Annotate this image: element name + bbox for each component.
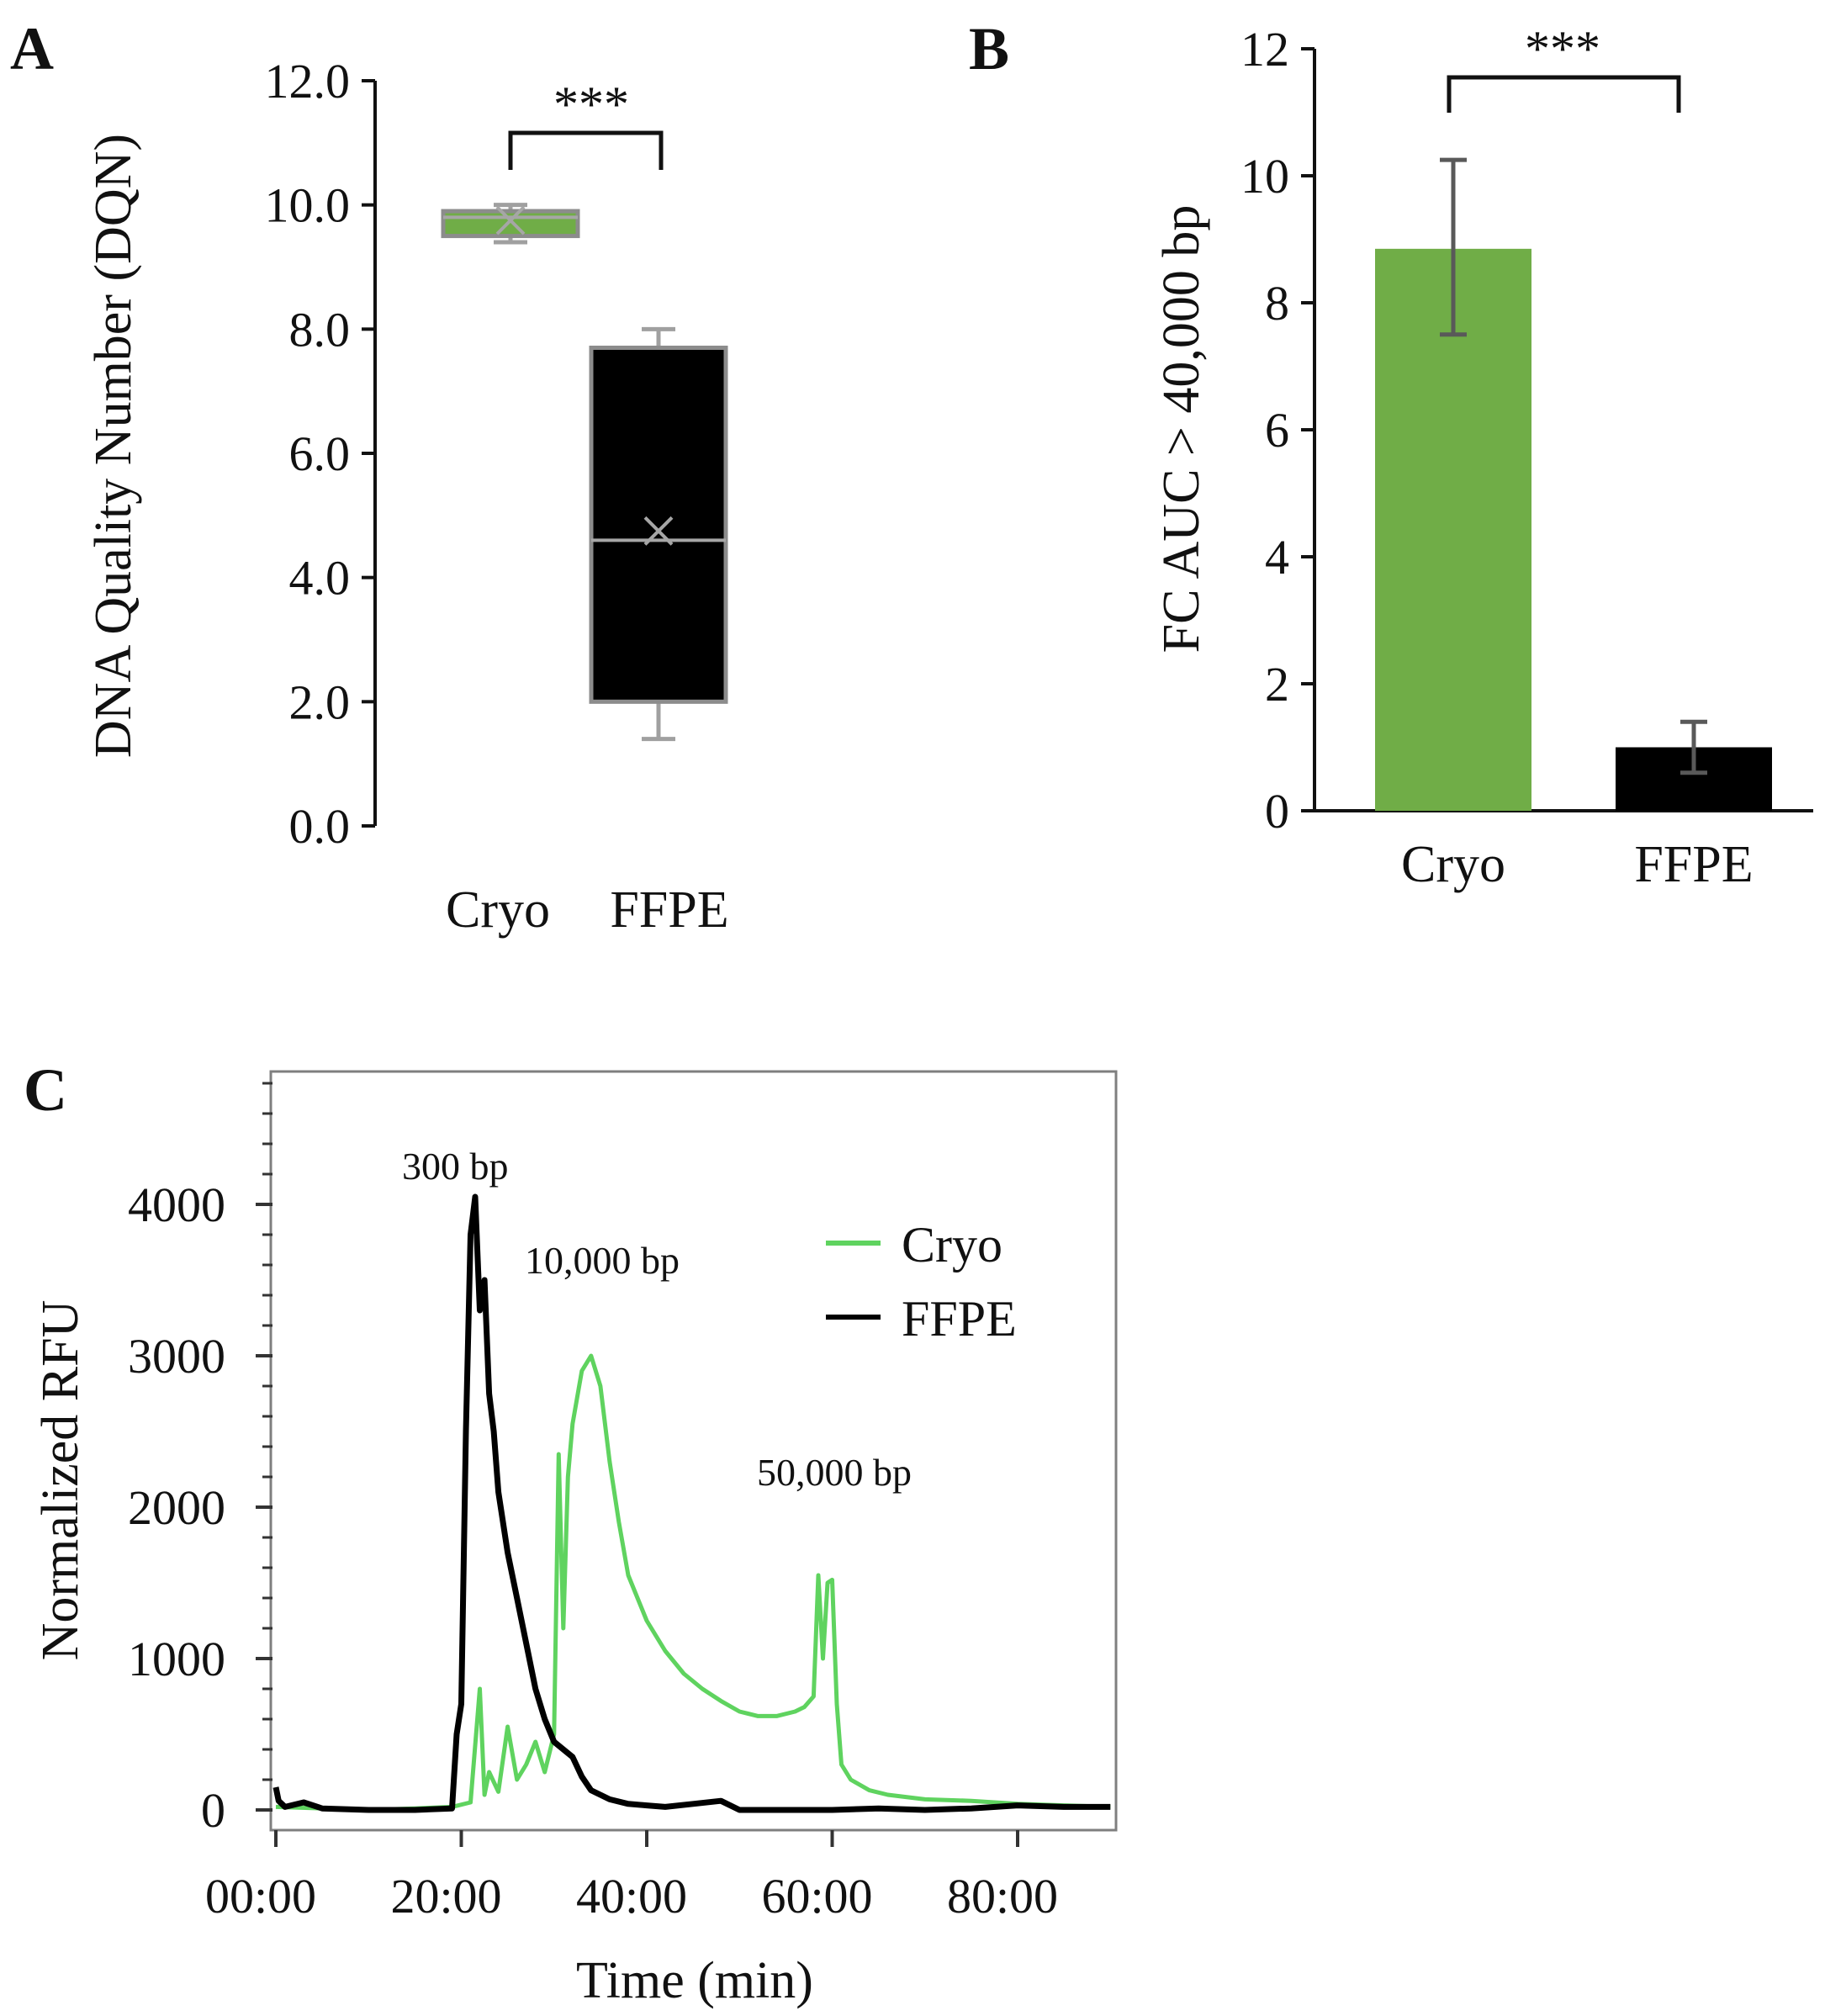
- panel-a-y-tick-label: 10.0: [265, 178, 351, 233]
- panel-b-y-tick-label: 10: [1240, 149, 1289, 204]
- panel-b-y-tick-label: 2: [1265, 657, 1289, 712]
- panel-c-annotation-50000bp: 50,000 bp: [757, 1451, 912, 1494]
- panel-c-series-line-ffpe: [272, 1193, 1111, 1813]
- panel-c-x-tick-label: 20:00: [390, 1869, 501, 1923]
- panel-a-box-cryo: [441, 209, 580, 239]
- panel-a-y-tick-label: 6.0: [289, 426, 351, 481]
- panel-b-significance-label: ***: [1525, 21, 1600, 77]
- panel-b-category-label-ffpe: FFPE: [1634, 836, 1753, 893]
- legend-label-cryo: Cryo: [902, 1217, 1002, 1273]
- panel-letter-b: B: [969, 15, 1009, 82]
- panel-a-mean-marker-ffpe: [643, 516, 674, 546]
- panel-c-x-tick-label: 60:00: [761, 1869, 872, 1923]
- panel-a-y-tick-label: 8.0: [289, 302, 351, 357]
- panel-b-y-axis-title: FC AUC > 40,000 bp: [1153, 205, 1210, 653]
- panel-c-x-tick-label: 00:00: [205, 1869, 316, 1923]
- panel-c-line-chart: 0 1000 2000 3000 4000 00:00 20:00 40:00 60:00 80:…: [128, 1070, 1118, 1923]
- panel-b-y-tick-label: 12: [1240, 22, 1289, 77]
- panel-a-category-label-cryo: Cryo: [446, 881, 550, 939]
- panel-a-significance-bracket: [508, 130, 664, 170]
- panel-c-plot-frame: [269, 1070, 1118, 1832]
- panel-b-bar-chart: 0 2 4 6 8 10 12: [1240, 22, 1813, 839]
- legend-label-ffpe: FFPE: [902, 1291, 1017, 1347]
- panel-c-y-tick-label: 1000: [128, 1632, 225, 1686]
- panel-a-y-tick-label: 2.0: [289, 675, 351, 729]
- panel-a-y-tick-label: 4.0: [289, 551, 351, 606]
- panel-c-x-axis-title: Time (min): [576, 1952, 813, 2009]
- panel-c-y-tick-label: 3000: [128, 1329, 225, 1384]
- panel-b-y-tick-label: 6: [1265, 403, 1289, 458]
- panel-b-bar-cryo: [1375, 248, 1531, 811]
- panel-c-x-tick-label: 80:00: [947, 1869, 1058, 1923]
- panel-c-y-tick-label: 0: [201, 1783, 225, 1838]
- panel-letter-c: C: [24, 1056, 67, 1124]
- panel-a-y-tick-label: 0.0: [289, 799, 351, 854]
- panel-c-x-tick-label: 40:00: [576, 1869, 687, 1923]
- panel-b-y-tick-label: 0: [1265, 784, 1289, 839]
- panel-c-y-tick-label: 2000: [128, 1480, 225, 1535]
- panel-a-mean-marker-cryo: [495, 205, 526, 235]
- panel-b-y-tick-label: 8: [1265, 276, 1289, 331]
- panel-c-y-axis-title: Normalized RFU: [32, 1300, 89, 1661]
- panel-a-box-plot: 0.0 2.0 4.0 6.0 8.0 10.0 12.0: [265, 54, 728, 854]
- panel-a-box-ffpe: [589, 345, 728, 704]
- panel-letter-a: A: [10, 15, 54, 82]
- panel-a-significance-label: ***: [553, 77, 629, 132]
- panel-c-annotation-300bp: 300 bp: [402, 1145, 509, 1188]
- panel-a-category-label-ffpe: FFPE: [610, 881, 728, 939]
- panel-b-y-tick-label: 4: [1265, 530, 1289, 585]
- panel-c-series-line-cryo: [275, 1353, 1111, 1812]
- panel-a-y-tick-label: 12.0: [265, 54, 351, 108]
- panel-b-significance-bracket: [1447, 75, 1681, 113]
- panel-b-category-label-cryo: Cryo: [1401, 836, 1505, 893]
- panel-c-annotation-10000bp: 10,000 bp: [525, 1239, 680, 1282]
- panel-c-legend: Cryo FFPE: [826, 1217, 1017, 1347]
- panel-c-y-tick-label: 4000: [128, 1177, 225, 1232]
- panel-a-y-axis-title: DNA Quality Number (DQN): [85, 134, 142, 758]
